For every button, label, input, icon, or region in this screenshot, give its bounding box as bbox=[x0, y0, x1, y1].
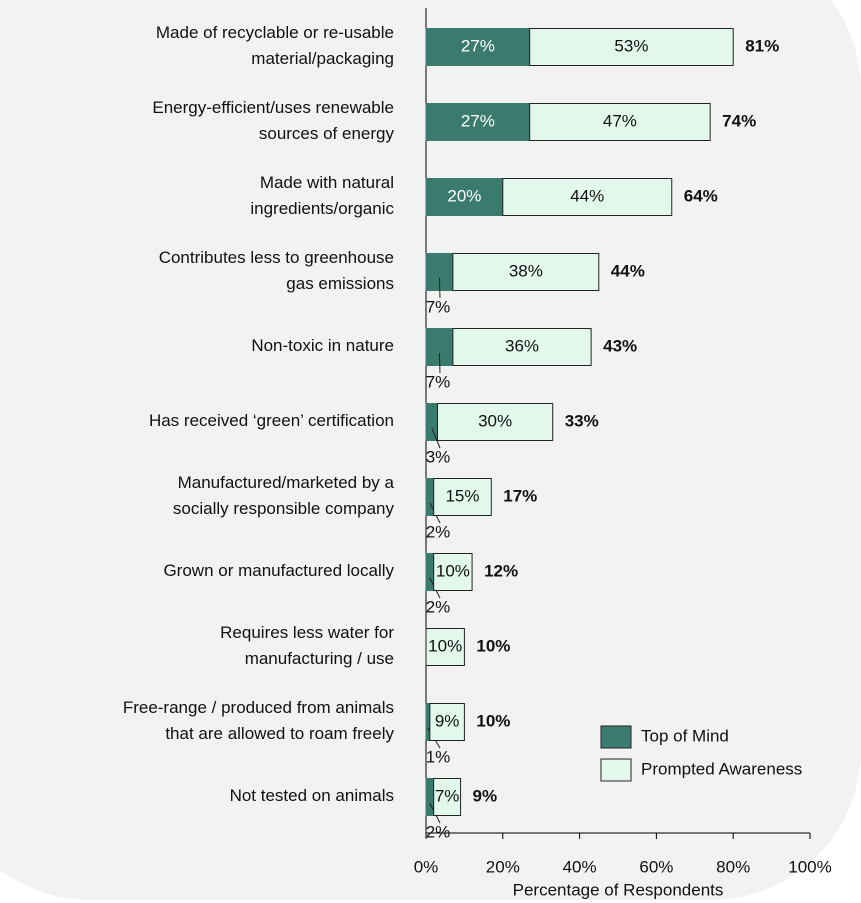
bar-segment bbox=[429, 703, 465, 741]
total-label: 9% bbox=[473, 786, 498, 805]
data-label: 1% bbox=[426, 747, 451, 766]
x-tick-label: 40% bbox=[563, 857, 597, 876]
x-tick-label: 0% bbox=[414, 857, 439, 876]
x-axis-title: Percentage of Respondents bbox=[513, 880, 724, 899]
bar-segment bbox=[425, 553, 435, 591]
category-label: Not tested on animals bbox=[230, 786, 394, 805]
category-label: Has received ‘green’ certification bbox=[149, 411, 394, 430]
category-label: Grown or manufactured locally bbox=[163, 561, 394, 580]
category-label: Requires less water for manufacturing / u… bbox=[220, 623, 394, 668]
x-tick-label: 20% bbox=[486, 857, 520, 876]
category-label: Made with natural ingredients/organic bbox=[250, 173, 394, 218]
category-label: Manufactured/marketed by a socially respo… bbox=[173, 473, 395, 518]
total-label: 64% bbox=[684, 186, 718, 205]
total-label: 43% bbox=[603, 336, 637, 355]
bar-segment bbox=[425, 628, 465, 666]
total-label: 44% bbox=[611, 261, 645, 280]
bar-segment bbox=[425, 403, 439, 441]
legend-swatch bbox=[600, 758, 632, 782]
data-label: 44% bbox=[570, 186, 604, 205]
data-label: 2% bbox=[426, 522, 451, 541]
total-label: 17% bbox=[503, 486, 537, 505]
legend-label: Top of Mind bbox=[641, 726, 729, 745]
category-label: Non-toxic in nature bbox=[251, 336, 394, 355]
x-tick-label: 100% bbox=[788, 857, 831, 876]
bar-segment bbox=[425, 103, 531, 141]
total-label: 81% bbox=[745, 36, 779, 55]
bar-segment bbox=[433, 478, 492, 516]
data-label: 36% bbox=[505, 336, 539, 355]
bar-segment bbox=[502, 178, 673, 216]
data-label: 2% bbox=[426, 597, 451, 616]
data-label: 3% bbox=[426, 447, 451, 466]
leader-line bbox=[431, 427, 441, 449]
bar-segment bbox=[433, 553, 473, 591]
data-label: 30% bbox=[478, 411, 512, 430]
x-tick-label: 80% bbox=[716, 857, 750, 876]
category-label: Energy-efficient/uses renewable sources o… bbox=[152, 98, 394, 143]
bar-segment bbox=[437, 403, 554, 441]
data-label: 10% bbox=[436, 561, 470, 580]
category-label: Contributes less to greenhouse gas emissi… bbox=[159, 248, 394, 293]
data-label: 7% bbox=[435, 786, 460, 805]
data-label: 53% bbox=[614, 36, 648, 55]
bar-segment bbox=[452, 328, 592, 366]
bar-segment bbox=[529, 28, 734, 66]
total-label: 33% bbox=[565, 411, 599, 430]
data-label: 7% bbox=[426, 297, 451, 316]
bar-segment bbox=[425, 778, 435, 816]
data-label: 10% bbox=[428, 636, 462, 655]
bar-segment bbox=[452, 253, 600, 291]
data-label: 15% bbox=[445, 486, 479, 505]
legend-label: Prompted Awareness bbox=[641, 759, 802, 778]
bar-segment bbox=[425, 478, 435, 516]
data-label: 27% bbox=[461, 111, 495, 130]
leader-line bbox=[438, 352, 441, 374]
total-label: 12% bbox=[484, 561, 518, 580]
data-label: 7% bbox=[426, 372, 451, 391]
bar-segment bbox=[425, 178, 504, 216]
bar-segment bbox=[433, 778, 462, 816]
data-label: 9% bbox=[435, 711, 460, 730]
data-label: 47% bbox=[603, 111, 637, 130]
data-label: 20% bbox=[447, 186, 481, 205]
legend-swatch bbox=[600, 725, 632, 749]
data-label: 38% bbox=[509, 261, 543, 280]
data-label: 2% bbox=[426, 822, 451, 841]
total-label: 10% bbox=[476, 711, 510, 730]
data-label: 27% bbox=[461, 36, 495, 55]
category-label: Made of recyclable or re-usable material/… bbox=[156, 23, 394, 68]
bar-segment bbox=[425, 703, 431, 741]
total-label: 74% bbox=[722, 111, 756, 130]
x-tick-label: 60% bbox=[639, 857, 673, 876]
total-label: 10% bbox=[476, 636, 510, 655]
bar-segment bbox=[529, 103, 711, 141]
leader-line bbox=[438, 277, 441, 299]
category-label: Free-range / produced from animals that a… bbox=[123, 698, 395, 743]
